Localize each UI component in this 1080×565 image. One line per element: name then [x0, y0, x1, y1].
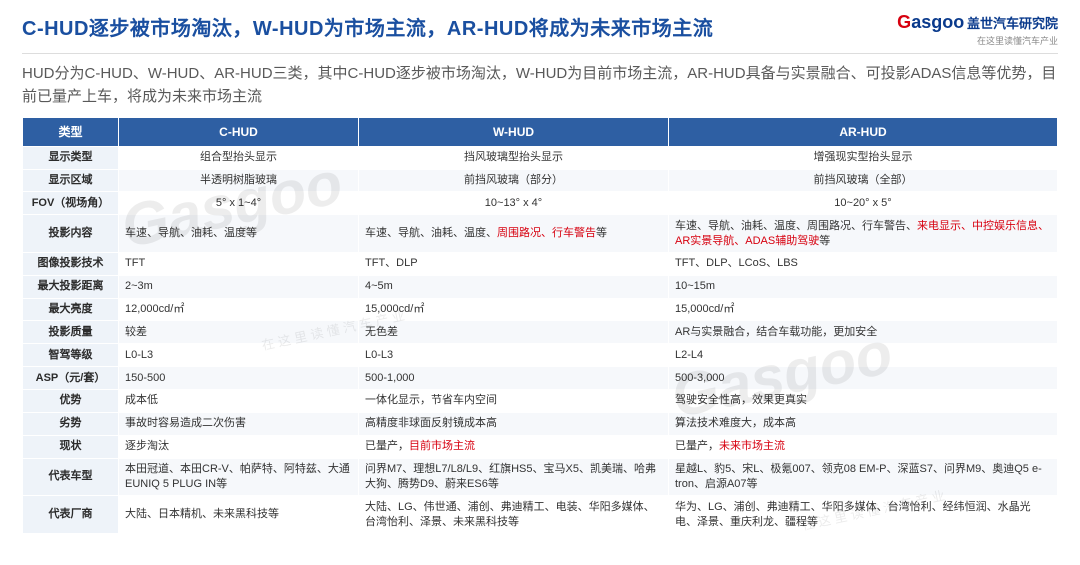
table-cell: 逐步淘汰: [119, 435, 359, 458]
table-cell: 10~13° x 4°: [359, 192, 669, 215]
col-header-type: 类型: [23, 117, 119, 146]
table-cell: 大陆、LG、伟世通、浦创、弗迪精工、电装、华阳多媒体、台湾怡利、泽景、未来黑科技…: [359, 496, 669, 534]
table-row: 代表车型本田冠道、本田CR-V、帕萨特、阿特兹、大通EUNIQ 5 PLUG I…: [23, 458, 1058, 496]
row-label: 现状: [23, 435, 119, 458]
table-cell: 已量产，未来市场主流: [669, 435, 1058, 458]
table-row: 投影质量较差无色差AR与实景融合，结合车载功能，更加安全: [23, 321, 1058, 344]
brand-logo: Gasgoo 盖世汽车研究院 在这里读懂汽车产业: [897, 12, 1058, 47]
table-cell: 较差: [119, 321, 359, 344]
table-cell: TFT、DLP、LCoS、LBS: [669, 252, 1058, 275]
table-cell: 前挡风玻璃（全部）: [669, 169, 1058, 192]
table-cell: 12,000cd/㎡: [119, 298, 359, 321]
table-cell: L2-L4: [669, 344, 1058, 367]
table-cell: 半透明树脂玻璃: [119, 169, 359, 192]
table-cell: 一体化显示，节省车内空间: [359, 389, 669, 412]
table-cell: 10~15m: [669, 275, 1058, 298]
table-row: ASP（元/套）150-500500-1,000500-3,000: [23, 367, 1058, 390]
table-cell: TFT: [119, 252, 359, 275]
row-label: FOV（视场角）: [23, 192, 119, 215]
table-cell: 已量产，目前市场主流: [359, 435, 669, 458]
table-header-row: 类型C-HUDW-HUDAR-HUD: [23, 117, 1058, 146]
table-cell: 4~5m: [359, 275, 669, 298]
row-label: 最大亮度: [23, 298, 119, 321]
table-cell: 2~3m: [119, 275, 359, 298]
slide-title: C-HUD逐步被市场淘汰，W-HUD为市场主流，AR-HUD将成为未来市场主流: [22, 12, 713, 41]
table-row: 现状逐步淘汰已量产，目前市场主流已量产，未来市场主流: [23, 435, 1058, 458]
table-row: 投影内容车速、导航、油耗、温度等车速、导航、油耗、温度、周围路况、行车警告等车速…: [23, 215, 1058, 253]
table-cell: 驾驶安全性高，效果更真实: [669, 389, 1058, 412]
row-label: 投影内容: [23, 215, 119, 253]
table-cell: 车速、导航、油耗、温度等: [119, 215, 359, 253]
table-cell: 问界M7、理想L7/L8/L9、红旗HS5、宝马X5、凯美瑞、哈弗大狗、腾势D9…: [359, 458, 669, 496]
table-row: 优势成本低一体化显示，节省车内空间驾驶安全性高，效果更真实: [23, 389, 1058, 412]
table-cell: 无色差: [359, 321, 669, 344]
row-label: 代表车型: [23, 458, 119, 496]
table-cell: 车速、导航、油耗、温度、周围路况、行车警告、来电显示、中控娱乐信息、AR实景导航…: [669, 215, 1058, 253]
col-header: C-HUD: [119, 117, 359, 146]
row-label: 智驾等级: [23, 344, 119, 367]
table-cell: 15,000cd/㎡: [359, 298, 669, 321]
table-cell: AR与实景融合，结合车载功能，更加安全: [669, 321, 1058, 344]
row-label: 投影质量: [23, 321, 119, 344]
table-cell: TFT、DLP: [359, 252, 669, 275]
table-cell: 增强现实型抬头显示: [669, 146, 1058, 169]
table-row: 最大亮度12,000cd/㎡15,000cd/㎡15,000cd/㎡: [23, 298, 1058, 321]
table-cell: 5° x 1~4°: [119, 192, 359, 215]
row-label: 显示区域: [23, 169, 119, 192]
table-cell: 500-1,000: [359, 367, 669, 390]
header-row: C-HUD逐步被市场淘汰，W-HUD为市场主流，AR-HUD将成为未来市场主流 …: [22, 12, 1058, 47]
col-header: W-HUD: [359, 117, 669, 146]
table-cell: 算法技术难度大，成本高: [669, 412, 1058, 435]
table-cell: 事故时容易造成二次伤害: [119, 412, 359, 435]
table-cell: 成本低: [119, 389, 359, 412]
table-cell: 华为、LG、浦创、弗迪精工、华阳多媒体、台湾怡利、经纬恒润、水晶光电、泽景、重庆…: [669, 496, 1058, 534]
table-cell: 星越L、豹5、宋L、极氪007、领克08 EM-P、深蓝S7、问界M9、奥迪Q5…: [669, 458, 1058, 496]
table-row: 显示区域半透明树脂玻璃前挡风玻璃（部分）前挡风玻璃（全部）: [23, 169, 1058, 192]
table-row: 显示类型组合型抬头显示挡风玻璃型抬头显示增强现实型抬头显示: [23, 146, 1058, 169]
hud-comparison-table: 类型C-HUDW-HUDAR-HUD 显示类型组合型抬头显示挡风玻璃型抬头显示增…: [22, 117, 1058, 534]
logo-tagline: 在这里读懂汽车产业: [897, 34, 1058, 47]
table-row: FOV（视场角）5° x 1~4°10~13° x 4°10~20° x 5°: [23, 192, 1058, 215]
table-cell: 本田冠道、本田CR-V、帕萨特、阿特兹、大通EUNIQ 5 PLUG IN等: [119, 458, 359, 496]
table-cell: 150-500: [119, 367, 359, 390]
table-row: 智驾等级L0-L3L0-L3L2-L4: [23, 344, 1058, 367]
table-cell: 500-3,000: [669, 367, 1058, 390]
row-label: 显示类型: [23, 146, 119, 169]
table-cell: 组合型抬头显示: [119, 146, 359, 169]
logo-cn: 盖世汽车研究院: [967, 16, 1058, 31]
table-cell: 挡风玻璃型抬头显示: [359, 146, 669, 169]
table-cell: L0-L3: [119, 344, 359, 367]
table-cell: 高精度非球面反射镜成本高: [359, 412, 669, 435]
row-label: ASP（元/套）: [23, 367, 119, 390]
table-row: 代表厂商大陆、日本精机、未来黑科技等大陆、LG、伟世通、浦创、弗迪精工、电装、华…: [23, 496, 1058, 534]
col-header: AR-HUD: [669, 117, 1058, 146]
row-label: 图像投影技术: [23, 252, 119, 275]
logo-rest: asgoo: [911, 12, 964, 32]
table-cell: L0-L3: [359, 344, 669, 367]
slide-subtitle: HUD分为C-HUD、W-HUD、AR-HUD三类，其中C-HUD逐步被市场淘汰…: [22, 62, 1058, 109]
table-cell: 15,000cd/㎡: [669, 298, 1058, 321]
logo-red: G: [897, 12, 911, 32]
header-divider: [22, 53, 1058, 54]
table-row: 劣势事故时容易造成二次伤害高精度非球面反射镜成本高算法技术难度大，成本高: [23, 412, 1058, 435]
table-cell: 大陆、日本精机、未来黑科技等: [119, 496, 359, 534]
row-label: 优势: [23, 389, 119, 412]
row-label: 代表厂商: [23, 496, 119, 534]
slide-container: Gasgoo Gasgoo 在 这 里 读 懂 汽 车 产 业 在 这 里 读 …: [0, 0, 1080, 544]
table-cell: 车速、导航、油耗、温度、周围路况、行车警告等: [359, 215, 669, 253]
table-body: 显示类型组合型抬头显示挡风玻璃型抬头显示增强现实型抬头显示显示区域半透明树脂玻璃…: [23, 146, 1058, 533]
table-cell: 前挡风玻璃（部分）: [359, 169, 669, 192]
row-label: 劣势: [23, 412, 119, 435]
row-label: 最大投影距离: [23, 275, 119, 298]
table-row: 最大投影距离2~3m4~5m10~15m: [23, 275, 1058, 298]
table-cell: 10~20° x 5°: [669, 192, 1058, 215]
table-row: 图像投影技术TFTTFT、DLPTFT、DLP、LCoS、LBS: [23, 252, 1058, 275]
